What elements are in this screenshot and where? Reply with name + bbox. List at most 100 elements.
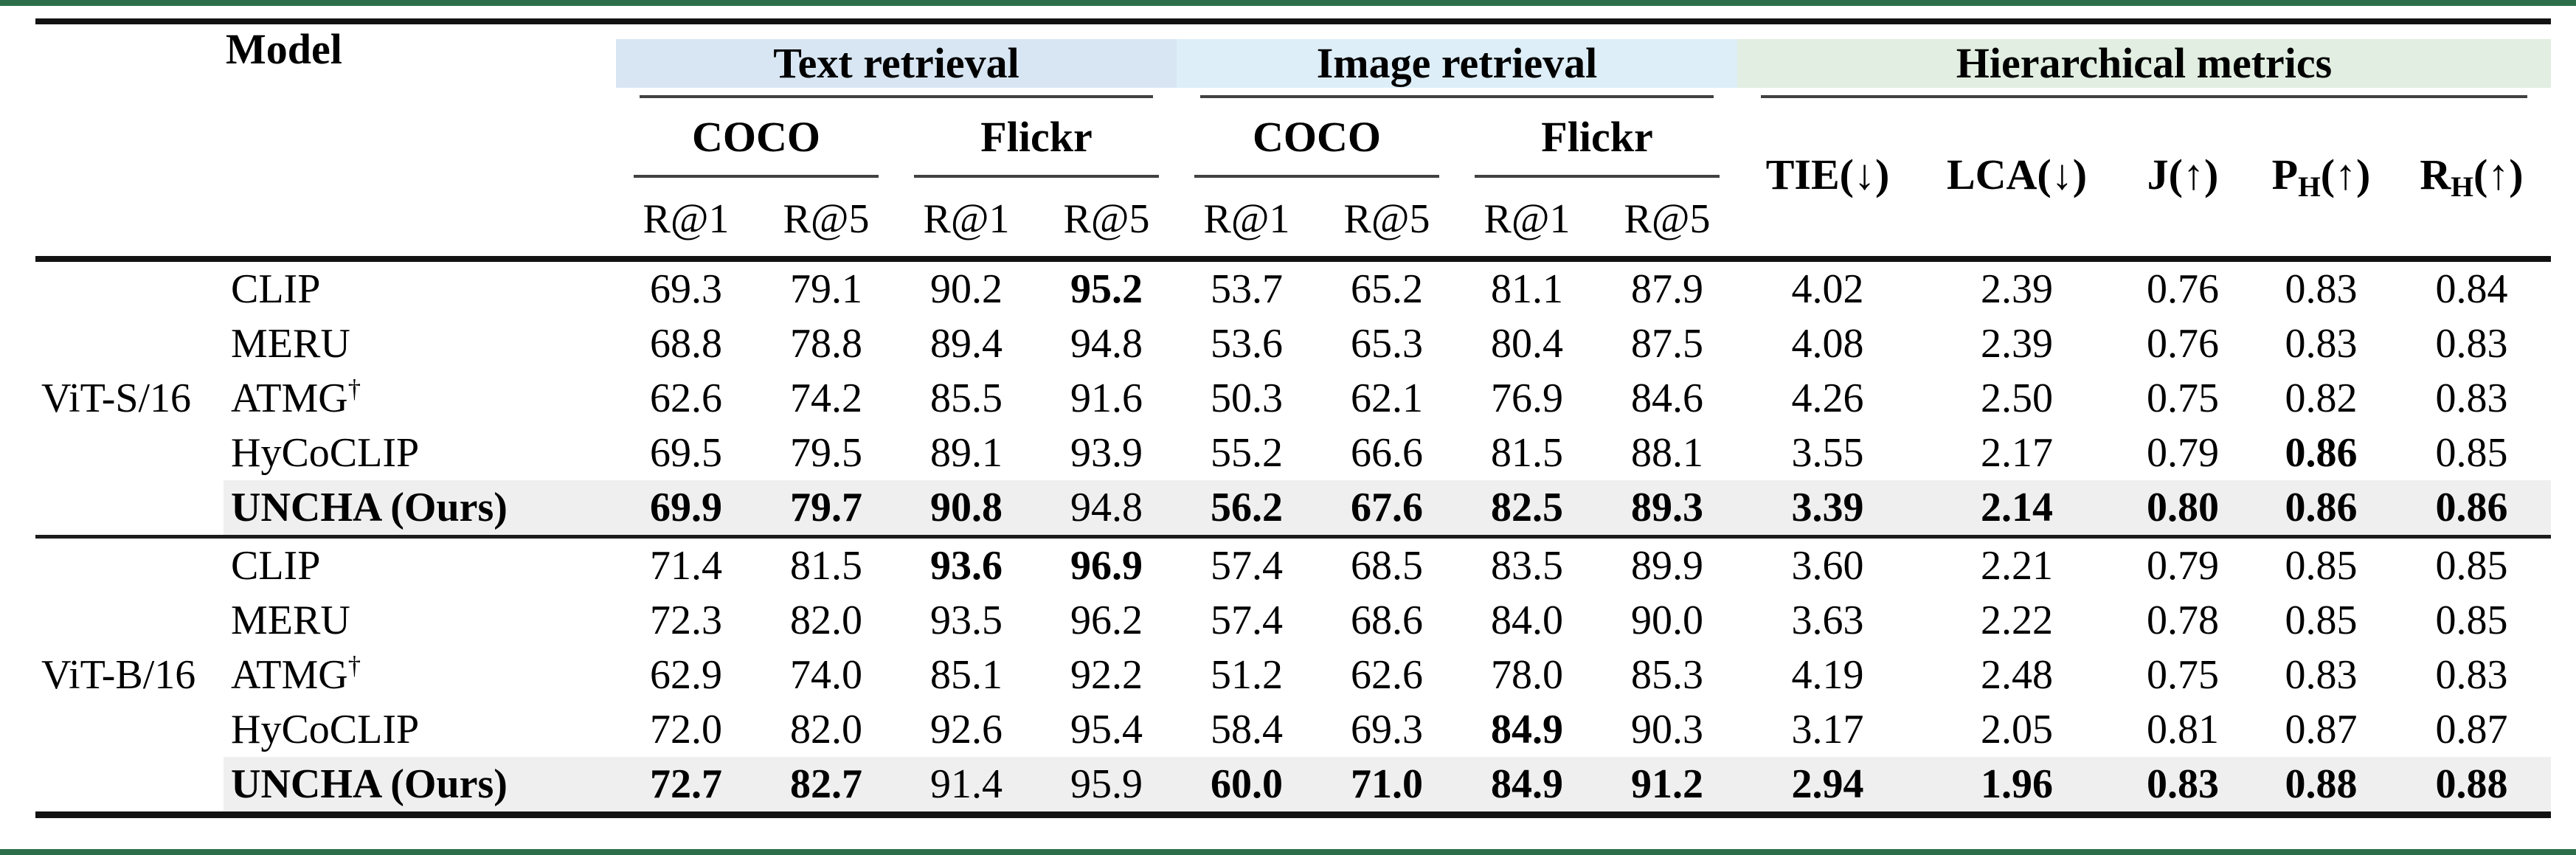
value-cell: 0.88 [2392, 757, 2551, 811]
value-cell: 79.7 [756, 480, 896, 535]
value-cell: 85.5 [930, 375, 1003, 421]
table-row: ATMG† 62.6 74.2 85.5 91.6 50.3 62.1 76.9 84.6 4.2… [35, 371, 2551, 426]
value-cell: 92.6 [930, 707, 1003, 752]
dataset-cmidrule [1194, 175, 1439, 178]
value-cell: 0.82 [2285, 375, 2358, 421]
value-cell: 82.0 [790, 707, 862, 752]
value-cell: 2.14 [1918, 480, 2116, 535]
value-cell: 53.7 [1211, 266, 1283, 312]
value-cell: 80.4 [1491, 321, 1563, 367]
value-cell: 74.2 [790, 375, 862, 421]
top-green-border [0, 0, 2576, 6]
value-cell: 51.2 [1211, 652, 1283, 698]
value-cell: 0.83 [2285, 266, 2358, 312]
dagger-superscript: † [347, 374, 361, 404]
value-cell: 0.75 [2147, 652, 2219, 698]
section-vit-s-16: ViT-S/16 CLIP 69.3 79.1 90.2 95.2 53.7 65.2 81.1… [35, 262, 2551, 535]
subcol-header-r1: R@1 [1203, 196, 1290, 242]
model-name-cell: UNCHA (Ours) [224, 480, 616, 535]
value-cell: 2.21 [1981, 543, 2053, 589]
value-cell: 69.9 [616, 480, 756, 535]
value-cell: 89.3 [1597, 480, 1737, 535]
hierarchical-metrics-group-header: Hierarchical metrics [1737, 39, 2551, 88]
value-cell: 0.80 [2116, 480, 2250, 535]
value-cell: 2.17 [1981, 430, 2053, 476]
value-cell: 89.4 [930, 321, 1003, 367]
value-cell: 3.39 [1737, 480, 1918, 535]
value-cell: 85.3 [1631, 652, 1703, 698]
value-cell: 76.9 [1491, 375, 1563, 421]
value-cell: 2.39 [1981, 321, 2053, 367]
value-cell: 0.81 [2147, 707, 2219, 752]
value-cell: 0.83 [2435, 652, 2508, 698]
table-row: MERU 72.3 82.0 93.5 96.2 57.4 68.6 84.0 90.0 3.63… [35, 593, 2551, 648]
value-cell: 57.4 [1211, 543, 1283, 589]
value-cell: 0.85 [2435, 430, 2508, 476]
midrule-row [35, 535, 2551, 539]
value-cell: 81.5 [790, 543, 862, 589]
bottom-green-border [0, 849, 2576, 855]
value-cell: 71.0 [1317, 757, 1457, 811]
value-cell: 91.6 [1070, 375, 1143, 421]
value-cell: 87.9 [1631, 266, 1703, 312]
value-cell: 2.22 [1981, 598, 2053, 643]
value-cell: 0.85 [2285, 543, 2358, 589]
model-name-cell: ATMG† [231, 374, 361, 421]
value-cell: 96.2 [1070, 598, 1143, 643]
value-cell: 62.6 [1351, 652, 1423, 698]
value-cell: 89.1 [930, 430, 1003, 476]
subcol-header-r1: R@1 [643, 196, 730, 242]
value-cell: 92.2 [1070, 652, 1143, 698]
subcol-header-r5: R@5 [1343, 196, 1430, 242]
value-cell: 4.19 [1791, 652, 1864, 698]
toprule [35, 18, 2551, 24]
value-cell: 78.8 [790, 321, 862, 367]
model-name-cell: HyCoCLIP [231, 430, 420, 476]
section-divider-rule [35, 535, 2551, 539]
value-cell: 0.87 [2435, 707, 2508, 752]
value-cell: 72.7 [616, 757, 756, 811]
subcol-header-r5: R@5 [783, 196, 870, 242]
value-cell: 2.94 [1737, 757, 1918, 811]
value-cell: 90.2 [930, 266, 1003, 312]
value-cell: 82.0 [790, 598, 862, 643]
value-cell: 69.3 [1351, 707, 1423, 752]
value-cell: 69.3 [650, 266, 722, 312]
hierarchical-metrics-cmidrule [1761, 95, 2527, 98]
value-cell: 82.5 [1457, 480, 1597, 535]
toprule-row [35, 18, 2551, 24]
backbone-cell: ViT-B/16 [41, 652, 196, 698]
subcol-header-r1: R@1 [1483, 196, 1571, 242]
value-cell: 2.05 [1981, 707, 2053, 752]
value-cell: 79.5 [790, 430, 862, 476]
value-cell: 95.4 [1070, 707, 1143, 752]
dataset-cmidrule [1475, 175, 1720, 178]
value-cell: 0.87 [2285, 707, 2358, 752]
value-cell: 2.39 [1981, 266, 2053, 312]
value-cell: 0.76 [2147, 321, 2219, 367]
value-cell: 81.5 [1491, 430, 1563, 476]
value-cell: 85.1 [930, 652, 1003, 698]
value-cell: 89.9 [1631, 543, 1703, 589]
value-cell: 72.0 [650, 707, 722, 752]
value-cell: 84.9 [1491, 707, 1563, 752]
dataset-cmidrule [914, 175, 1159, 178]
value-cell: 62.9 [650, 652, 722, 698]
value-cell: 82.7 [756, 757, 896, 811]
model-name-cell: HyCoCLIP [231, 707, 420, 752]
value-cell: 2.50 [1981, 375, 2053, 421]
dataset-header-text-flickr: Flickr [980, 112, 1093, 161]
text-retrieval-cmidrule [640, 95, 1153, 98]
value-cell: 0.83 [2116, 757, 2250, 811]
model-name-cell: ATMG† [231, 651, 361, 698]
table-row: ATMG† 62.9 74.0 85.1 92.2 51.2 62.6 78.0 85.3 4.1… [35, 648, 2551, 702]
section-vit-b-16: ViT-B/16 CLIP 71.4 81.5 93.6 96.9 57.4 68.5 83.5… [35, 539, 2551, 811]
value-cell: 95.9 [1036, 757, 1177, 811]
value-cell: 90.3 [1631, 707, 1703, 752]
bottomrule-row [35, 811, 2551, 818]
value-cell: 0.76 [2147, 266, 2219, 312]
value-cell: 4.02 [1791, 266, 1864, 312]
value-cell: 2.48 [1981, 652, 2053, 698]
table-row: UNCHA (Ours) 72.7 82.7 91.4 95.9 60.0 71.0 84.9… [35, 757, 2551, 811]
value-cell: 0.79 [2147, 430, 2219, 476]
